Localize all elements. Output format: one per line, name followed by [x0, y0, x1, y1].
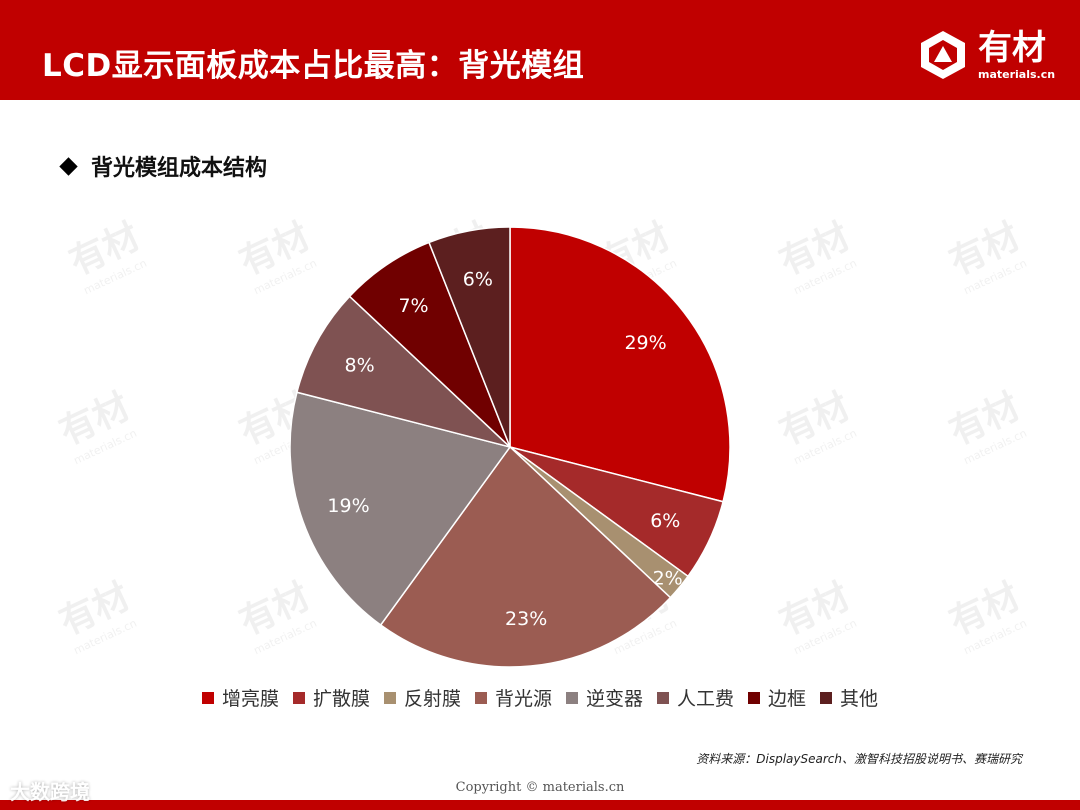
legend-label: 逆变器	[586, 688, 644, 710]
legend-swatch	[383, 691, 396, 704]
slice-label-2: 6%	[650, 510, 680, 532]
legend-label: 背光源	[494, 688, 552, 710]
legend-item: 逆变器	[566, 684, 643, 711]
logo-subtext: materials.cn	[978, 68, 1056, 81]
slice-label-5: 19%	[327, 495, 369, 517]
legend-item: 边框	[748, 684, 806, 711]
slice-label-3: 2%	[653, 567, 683, 589]
pie-slice-5	[289, 391, 512, 627]
slice-label-1: 29%	[624, 332, 666, 354]
legend-label: 边框	[768, 688, 807, 710]
legend-swatch	[566, 691, 578, 704]
watermark-tag: 大数跨境	[10, 780, 90, 804]
legend-swatch	[657, 691, 670, 704]
page-title: LCD显示面板成本占比最高：背光模组	[42, 48, 585, 84]
pie-slice-4	[379, 445, 672, 668]
legend-label: 其他	[840, 688, 879, 710]
section-heading: 背光模组成本结构	[58, 150, 267, 182]
slice-label-8: 6%	[463, 268, 493, 290]
legend-item: 反射膜	[383, 684, 461, 711]
logo-text: 有材	[978, 28, 1046, 68]
slice-label-4: 23%	[505, 608, 547, 630]
legend-item: 增亮膜	[201, 684, 279, 711]
legend-swatch	[292, 691, 305, 704]
pie-slice-8	[428, 226, 511, 448]
legend-item: 扩散膜	[292, 684, 370, 711]
legend-item: 背光源	[474, 684, 552, 711]
copyright-text: Copyright © materials.cn	[455, 780, 625, 795]
legend-swatch	[748, 691, 761, 704]
pie-slice-1	[509, 226, 731, 503]
brand-logo: 有材 materials.cn	[916, 28, 1066, 88]
logo-icon	[921, 31, 965, 79]
slice-label-7: 7%	[398, 295, 428, 317]
chart-legend: 增亮膜 扩散膜 反射膜 背光源 逆变器 人工费 边框 其他	[0, 684, 1080, 711]
slice-label-6: 8%	[345, 354, 375, 376]
footer-bar	[0, 800, 1080, 810]
source-note: 资料来源：DisplaySearch、激智科技招股说明书、赛瑞研究	[696, 752, 1022, 766]
legend-label: 扩散膜	[312, 688, 370, 710]
legend-swatch	[201, 691, 214, 704]
legend-swatch	[474, 691, 487, 704]
legend-label: 人工费	[677, 688, 735, 710]
legend-swatch	[820, 691, 833, 704]
section-heading-text: 背光模组成本结构	[91, 156, 268, 181]
pie-slice-6	[295, 295, 511, 448]
legend-label: 反射膜	[403, 688, 461, 710]
legend-label: 增亮膜	[221, 688, 279, 710]
legend-item: 其他	[820, 684, 878, 711]
header-bar: LCD显示面板成本占比最高：背光模组 有材 materials.cn	[0, 0, 1080, 100]
legend-item: 人工费	[657, 684, 734, 711]
